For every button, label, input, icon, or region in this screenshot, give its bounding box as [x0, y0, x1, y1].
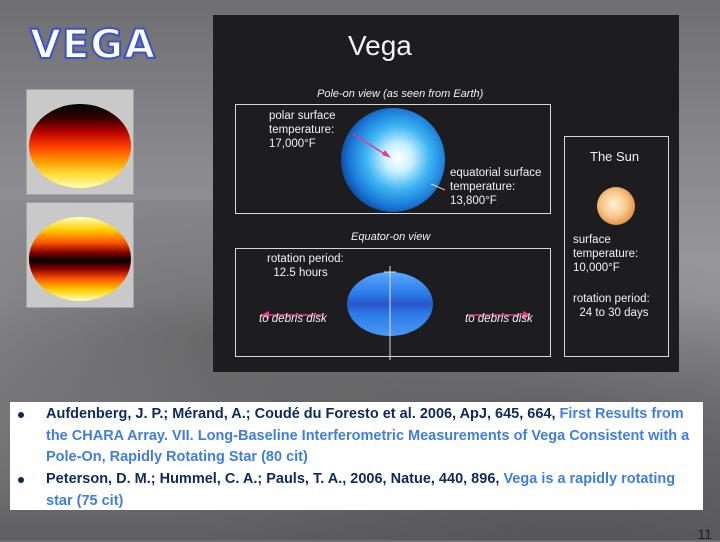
equator-on-caption: Equator-on view [351, 231, 431, 243]
equatorial-temperature-label: equatorial surface temperature: 13,800°F [450, 167, 542, 207]
sun-box [564, 136, 669, 357]
sun-disk [597, 187, 635, 225]
reference-2-citation: Peterson, D. M.; Hummel, C. A.; Pauls, T… [46, 471, 504, 487]
rotation-period-label: rotation period: 12.5 hours [267, 253, 344, 279]
vega-sun-comparison-figure: Vega Pole-on view (as seen from Earth) p… [213, 15, 679, 372]
vega-model-pole-image [26, 89, 134, 195]
sun-rotation-label: rotation period: 24 to 30 days [573, 293, 650, 319]
vega-equator-on-star [261, 266, 531, 360]
sun-title: The Sun [590, 149, 640, 164]
page-number: 11 [697, 526, 712, 542]
vega-pole-on-star [341, 108, 446, 212]
slide-title: VEGA [29, 21, 157, 69]
polar-temperature-label: polar surface temperature: 17,000°F [269, 110, 336, 150]
debris-disk-right-label: to debris disk [465, 313, 533, 325]
reference-1: Aufdenberg, J. P.; Mérand, A.; Coudé du … [46, 404, 701, 469]
figure-title: Vega [348, 30, 412, 61]
vega-model-equator-image [26, 202, 134, 308]
reference-2-link[interactable]: Vega is a rapidly rotating star (75 cit) [46, 471, 676, 509]
bullet-1 [18, 412, 24, 418]
pole-on-box [235, 104, 551, 214]
reference-2: Peterson, D. M.; Hummel, C. A.; Pauls, T… [46, 469, 701, 512]
reference-1-citation: Aufdenberg, J. P.; Mérand, A.; Coudé du … [46, 406, 560, 422]
sun-temperature-label: surface temperature: 10,000°F [573, 234, 639, 274]
references-box: Aufdenberg, J. P.; Mérand, A.; Coudé du … [10, 402, 703, 510]
reference-1-link[interactable]: First Results from the CHARA Array. VII.… [46, 406, 690, 465]
equator-on-box [235, 248, 551, 357]
debris-disk-left-label: to debris disk [259, 313, 327, 325]
pole-on-caption: Pole-on view (as seen from Earth) [317, 88, 484, 100]
bullet-2 [18, 477, 24, 483]
